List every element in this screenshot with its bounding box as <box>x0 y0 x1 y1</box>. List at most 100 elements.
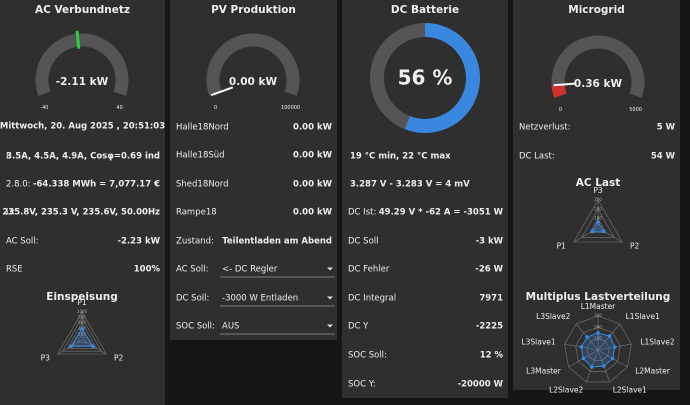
panel-title: AC Verbundnetz <box>35 4 130 16</box>
radar-grid <box>586 338 610 361</box>
gauge-max: 5000 <box>629 107 642 113</box>
row-value: 5 W <box>657 123 676 133</box>
radar-grid <box>57 311 107 355</box>
radar-axis-label: L2Master <box>635 367 670 376</box>
row-label: AC Soll: <box>176 265 209 275</box>
radar-point <box>590 229 595 234</box>
row-value: -64.338 MWh = 7,077.17 € <box>33 180 160 190</box>
row-value: 0.00 kW <box>293 208 333 218</box>
radar-axis-label: P1 <box>77 298 87 307</box>
panel <box>170 0 337 340</box>
select-arrow[interactable] <box>327 296 333 300</box>
donut-label: 56 % <box>398 66 453 90</box>
row-text: 19 °C min, 22 °C max <box>350 152 451 162</box>
row-label: 2.8.0: <box>6 180 31 190</box>
radar-point <box>607 334 612 338</box>
radar-grid <box>66 322 98 349</box>
row-value: 0.00 kW <box>293 180 333 190</box>
radar-grid <box>589 218 607 233</box>
row-label: DC Y <box>348 322 369 332</box>
row-label: DC Last: <box>519 152 555 162</box>
select-arrow[interactable] <box>327 324 333 328</box>
row-value: -3 kW <box>476 237 504 247</box>
row-text: 3.287 V - 3.283 V = 4 mV <box>350 180 470 190</box>
row-label: RSE <box>6 265 23 275</box>
row-value: 235.8V, 235.3 V, 235.6V, 50.00Hz <box>2 208 160 218</box>
radar-grid <box>575 327 621 372</box>
radar-axis-label: P2 <box>114 354 124 363</box>
row-value: 3.5A, 4.5A, 4.9A, Cosφ=0.69 ind <box>6 152 160 162</box>
gauge-track <box>35 33 129 96</box>
gauge-track <box>551 35 645 98</box>
gauge-needle <box>553 82 577 87</box>
radar-area <box>580 332 616 368</box>
radar-grid <box>581 208 615 238</box>
radar-axis-label: P2 <box>630 242 640 251</box>
gauge-min: -40 <box>40 105 48 111</box>
radar-point <box>579 345 584 349</box>
radar-grid <box>76 333 88 344</box>
row-value: -2225 <box>476 322 503 332</box>
radar-axis <box>597 227 623 243</box>
row-label: Halle18Nord <box>176 123 229 133</box>
radar-axis-label: L1Slave1 <box>626 312 660 321</box>
row-label: DC Fehler <box>348 265 390 275</box>
radar-point <box>602 364 606 368</box>
gauge-track <box>206 33 300 96</box>
radar-axis-label: L1Slave2 <box>640 338 674 347</box>
panel <box>342 0 508 398</box>
row-value: 0.00 kW <box>293 123 333 133</box>
select-arrow[interactable] <box>327 267 333 271</box>
gauge-max: 40 <box>116 105 122 111</box>
radar-title: AC Last <box>576 177 621 189</box>
radar-tick-label: 300 <box>594 313 602 318</box>
panel-title: Microgrid <box>568 4 624 16</box>
row-value: 12 % <box>480 351 504 361</box>
radar-grid <box>62 317 102 352</box>
radar-point <box>612 345 617 349</box>
row-label: Netzverlust: <box>519 123 571 133</box>
radar-point <box>91 344 95 349</box>
radar-axis-label: L2Slave1 <box>613 385 647 394</box>
select[interactable]: <- DC Regler <box>222 265 278 275</box>
gauge-min: 0 <box>559 107 562 113</box>
row-value: -26 W <box>475 265 503 275</box>
row-value: 100% <box>134 265 161 275</box>
radar-point <box>585 335 589 339</box>
radar-axis-label: P3 <box>41 354 51 363</box>
radar-point <box>601 229 606 234</box>
row-label: Halle18Süd <box>176 151 225 161</box>
radar-axis-label: L3Master <box>526 367 561 376</box>
radar-point <box>596 220 600 225</box>
row-label: Zustand: <box>176 237 214 247</box>
radar-axis-label: P3 <box>593 186 603 195</box>
row-label: AC Soll: <box>6 237 39 247</box>
panel-title: PV Produktion <box>211 4 296 16</box>
radar-title: Einspeisung <box>46 291 117 303</box>
row-value: 7971 <box>479 294 503 304</box>
row-label: U: <box>6 208 15 218</box>
row-label: SOC Soll: <box>348 351 387 361</box>
row-value: 54 W <box>651 152 676 162</box>
radar-point <box>69 344 73 349</box>
radar-axis-label: P1 <box>557 242 567 251</box>
radar-grid <box>564 315 632 383</box>
radar-axis-label: L1Master <box>581 302 616 311</box>
radar-area <box>70 327 94 347</box>
radar-axis-label: L2Slave2 <box>549 385 583 394</box>
select[interactable]: -3000 W Entladen <box>222 294 298 304</box>
select[interactable]: AUS <box>222 322 239 332</box>
radar-point <box>80 327 84 331</box>
panel <box>513 0 680 390</box>
panel-title: DC Batterie <box>391 4 459 16</box>
gauge-value: 0.00 kW <box>229 76 278 88</box>
gauge-value: 0.36 kW <box>574 78 623 90</box>
row-label: DC Soll: <box>176 294 209 304</box>
row-label: DC Ist: <box>348 208 376 218</box>
radar-area <box>591 221 605 232</box>
row-label: DC Soll <box>348 237 379 247</box>
gauge-value: -2.11 kW <box>56 76 109 88</box>
radar-point <box>589 365 594 369</box>
gauge-min: 0 <box>214 105 217 111</box>
